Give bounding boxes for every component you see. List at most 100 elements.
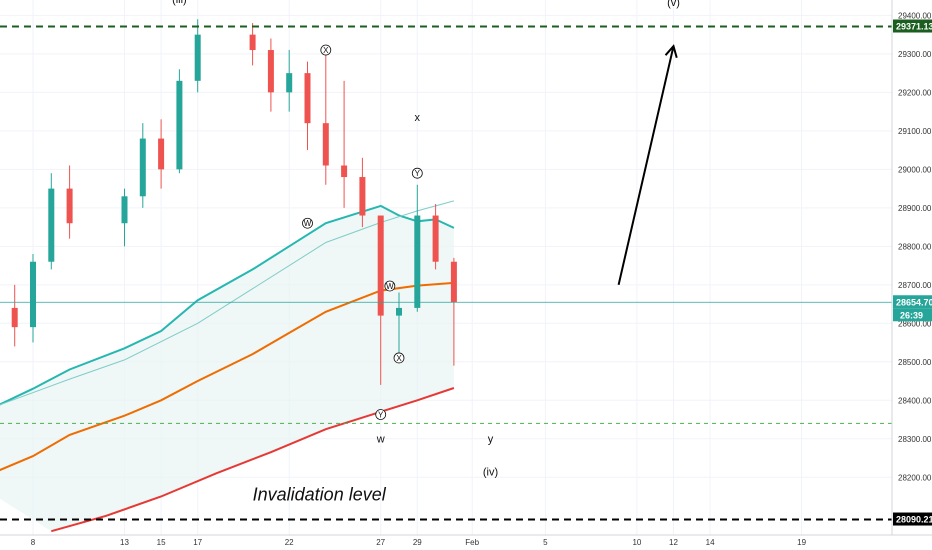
candle-body	[249, 34, 256, 51]
candle-body	[341, 165, 348, 178]
invalidation-tag-bg	[893, 512, 932, 526]
candle-body	[48, 188, 55, 262]
candle	[194, 19, 201, 93]
projection-arrow-line	[617, 45, 675, 286]
candle-body	[158, 138, 165, 170]
x-tick-label: 10	[632, 538, 641, 547]
x-tick-label: 12	[669, 538, 678, 547]
ma_teal_thin-line	[0, 200, 455, 406]
countdown-tag: 26:39	[893, 308, 932, 322]
wave-mark-circle	[384, 280, 396, 292]
candle-body	[414, 215, 421, 308]
candle-body	[267, 50, 274, 93]
wave-mark-X1: X	[320, 44, 332, 56]
candle	[359, 157, 366, 228]
y-tick-label: 28300.00	[898, 435, 932, 444]
y-tick-label: 28600.00	[898, 319, 932, 328]
candle-body	[176, 80, 183, 170]
candle	[377, 215, 384, 385]
projection-arrow-head	[664, 44, 678, 59]
invalidation-tag-text: 28090.21	[896, 515, 932, 525]
wave-mark-W1: W	[302, 217, 313, 229]
wave-mark-text: Y	[415, 169, 421, 178]
candle	[11, 284, 18, 347]
wave-label-v: (v)	[667, 0, 680, 9]
candle	[66, 165, 73, 239]
price-lines	[0, 25, 892, 521]
wave-mark-text: W	[386, 282, 394, 291]
y-tick-label: 29000.00	[898, 165, 932, 174]
band-fill	[0, 205, 454, 532]
x-tick-label: 14	[706, 538, 715, 547]
candle	[432, 203, 439, 270]
candle	[396, 292, 402, 358]
candle	[158, 119, 165, 189]
wave-mark-text: W	[304, 219, 312, 228]
candle-body	[359, 177, 366, 216]
candle	[139, 123, 146, 208]
candle-body	[396, 307, 402, 316]
candle-body	[121, 196, 128, 224]
last-tag-bg	[893, 295, 932, 309]
x-tick-label: 15	[157, 538, 166, 547]
countdown-text: 26:39	[900, 310, 923, 320]
wave-mark-text: X	[396, 354, 402, 363]
x-tick-label: 8	[31, 538, 36, 547]
x-tick-label: 22	[285, 538, 294, 547]
candles	[11, 19, 457, 385]
x-tick-label: 29	[413, 538, 422, 547]
last-tag-text: 28654.70	[896, 297, 932, 307]
wave-mark-circle	[375, 409, 387, 420]
candle	[267, 38, 274, 112]
candle-body	[322, 123, 329, 166]
wave-mark-circle	[320, 44, 332, 56]
wave-label-y: y	[488, 434, 494, 446]
x-tick-label: 19	[797, 538, 806, 547]
ma-band-fill	[0, 205, 454, 532]
candle-body	[194, 34, 201, 81]
candle	[286, 50, 293, 112]
wave-mark-circle	[393, 352, 405, 364]
x-tick-label: 27	[376, 538, 385, 547]
x-tick-label: 17	[193, 538, 202, 547]
y-tick-label: 28800.00	[898, 242, 932, 251]
wave-mark-circle	[411, 167, 423, 179]
candle-body	[11, 307, 18, 328]
wave-mark-circle	[302, 217, 313, 229]
candle	[121, 188, 128, 247]
wave-mark-X2: X	[393, 352, 405, 364]
x-tick-label: 5	[543, 538, 548, 547]
ma_red-line	[51, 387, 455, 533]
y-tick-label: 29300.00	[898, 50, 932, 59]
candle	[341, 80, 348, 208]
wave-label-iii: (iii)	[172, 0, 187, 6]
invalidation-tag: 28090.21	[893, 512, 932, 526]
candle	[176, 69, 183, 174]
candle-body	[304, 73, 311, 124]
candle-body	[30, 261, 36, 328]
y-tick-label: 28500.00	[898, 358, 932, 367]
annotations: (iii) (v) x w y (iv) X Y W W X Y Invalidation level	[172, 0, 680, 504]
candle-body	[139, 138, 146, 197]
candle-body	[377, 215, 384, 316]
wave-mark-text: Y	[378, 411, 384, 420]
y-tick-label: 28200.00	[898, 473, 932, 482]
ma_teal-line	[0, 204, 455, 406]
last-tag: 28654.70	[893, 295, 932, 309]
candle-body	[432, 215, 439, 262]
y-tick-label: 28400.00	[898, 396, 932, 405]
x-tick-label: 13	[120, 538, 129, 547]
candle-body	[286, 73, 293, 93]
candle	[322, 53, 329, 185]
top-tag-bg	[893, 19, 932, 33]
y-tick-label: 29400.00	[898, 11, 932, 20]
candle	[304, 61, 311, 151]
top-tag: 29371.13	[893, 19, 932, 33]
candle	[30, 254, 36, 343]
wave-mark-text: X	[323, 46, 329, 55]
x-tick-label: Feb	[465, 538, 479, 547]
wave-mark-Y1: Y	[411, 167, 423, 179]
y-tick-label: 29200.00	[898, 88, 932, 97]
candle	[48, 173, 55, 270]
